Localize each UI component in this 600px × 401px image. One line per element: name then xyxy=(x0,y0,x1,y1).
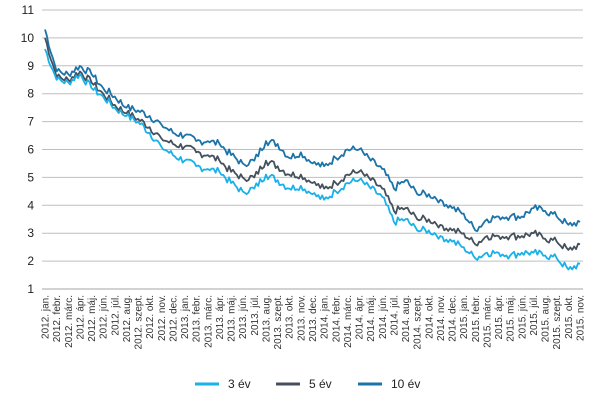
legend: 3 év 5 év 10 év xyxy=(195,377,420,391)
x-tick-label: 2014. aug. xyxy=(401,295,412,342)
x-tick-label: 2013. jan. xyxy=(180,295,191,339)
x-tick-label: 2013. dec. xyxy=(308,295,319,342)
y-tick-label: 10 xyxy=(21,31,35,45)
x-tick-label: 2014. jan. xyxy=(320,295,331,339)
x-tick-label: 2014. jún. xyxy=(378,295,389,339)
x-tick-label: 2012. jan. xyxy=(41,295,52,339)
x-tick-label: 2015. máj. xyxy=(506,295,517,342)
x-tick-label: 2014. febr. xyxy=(331,295,342,342)
x-tick-label: 2015. jún. xyxy=(517,295,528,339)
x-tick-label: 2015. nov. xyxy=(576,295,587,341)
x-tick-label: 2012. aug. xyxy=(122,295,133,342)
x-tick-label: 2013. okt. xyxy=(285,295,296,339)
series-line-3 xyxy=(44,29,581,233)
y-tick-label: 6 xyxy=(27,143,34,157)
x-tick-label: 2012. jún. xyxy=(99,295,110,339)
y-tick-label: 4 xyxy=(27,198,34,212)
y-axis-tick-labels: 1 2 3 4 5 6 7 8 9 10 11 xyxy=(21,3,35,296)
x-tick-label: 2012. szept. xyxy=(134,295,145,349)
x-tick-label: 2012. dec. xyxy=(168,295,179,342)
x-tick-label: 2013. júl. xyxy=(250,295,261,336)
y-tick-label: 9 xyxy=(27,59,34,73)
x-tick-label: 2015. aug. xyxy=(541,295,552,342)
x-tick-label: 2014. júl. xyxy=(389,295,400,336)
x-tick-label: 2012. febr. xyxy=(52,295,63,342)
x-tick-label: 2014. nov. xyxy=(436,295,447,341)
x-tick-label: 2015. febr. xyxy=(471,295,482,342)
x-tick-label: 2012. máj. xyxy=(87,295,98,342)
series-line-2 xyxy=(44,37,581,251)
x-tick-label: 2012. okt. xyxy=(145,295,156,339)
x-tick-label: 2013. nov. xyxy=(296,295,307,341)
y-tick-label: 2 xyxy=(27,254,34,268)
x-tick-label: 2013. szept. xyxy=(273,295,284,349)
x-tick-label: 2015. márc. xyxy=(482,295,493,348)
x-tick-label: 2014. márc. xyxy=(343,295,354,348)
y-tick-label: 5 xyxy=(27,170,34,184)
x-tick-label: 2013. máj. xyxy=(227,295,238,342)
x-tick-label: 2013. febr. xyxy=(192,295,203,342)
x-tick-label: 2014. okt. xyxy=(424,295,435,339)
x-tick-label: 2014. máj. xyxy=(366,295,377,342)
x-tick-label: 2013. aug. xyxy=(261,295,272,342)
x-tick-label: 2015. jan. xyxy=(459,295,470,339)
x-tick-label: 2013. márc. xyxy=(203,295,214,348)
x-tick-label: 2014. dec. xyxy=(448,295,459,342)
y-tick-label: 7 xyxy=(27,115,34,129)
x-tick-label: 2013. ápr. xyxy=(215,295,226,339)
legend-label: 3 év xyxy=(228,377,251,391)
x-tick-label: 2012. ápr. xyxy=(75,295,86,339)
series-lines xyxy=(44,29,581,271)
x-tick-label: 2014. ápr. xyxy=(355,295,366,339)
gridlines xyxy=(42,9,583,290)
x-tick-label: 2015. okt. xyxy=(564,295,575,339)
legend-label: 5 év xyxy=(309,377,332,391)
series-line-1 xyxy=(44,48,581,271)
legend-label: 10 év xyxy=(391,377,420,391)
x-tick-label: 2015. szept. xyxy=(552,295,563,349)
y-tick-label: 1 xyxy=(27,282,34,296)
x-tick-label: 2015. júl. xyxy=(529,295,540,336)
y-tick-label: 8 xyxy=(27,87,34,101)
x-tick-label: 2012. márc. xyxy=(64,295,75,348)
x-tick-label: 2015. ápr. xyxy=(494,295,505,339)
x-axis-tick-labels: 2012. jan. 2012. febr. 2012. márc. 2012. áp… xyxy=(41,295,587,349)
x-tick-label: 2014. szept. xyxy=(413,295,424,349)
x-tick-label: 2012. nov. xyxy=(157,295,168,341)
x-tick-label: 2012. júl. xyxy=(110,295,121,336)
y-tick-label: 3 xyxy=(27,226,34,240)
x-tick-label: 2013. jún. xyxy=(238,295,249,339)
y-tick-label: 11 xyxy=(22,3,35,17)
